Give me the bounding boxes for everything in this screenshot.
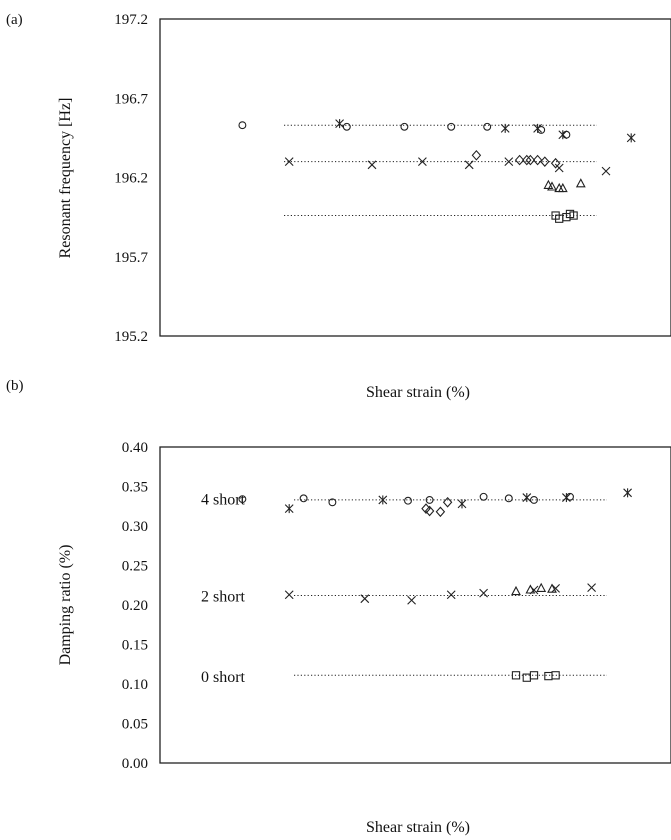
- panel-a-y-tick-label: 195.2: [114, 329, 148, 345]
- panel-a-y-axis-label: Resonant frequency [Hz]: [57, 98, 74, 259]
- panel-a-cross-marker: [464, 160, 474, 170]
- panel-b-square-marker: [529, 671, 539, 680]
- panel-b-diamond-marker: [435, 506, 446, 518]
- panel-a-diamond-marker: [540, 156, 550, 167]
- panel-a-circle-marker: [342, 122, 351, 131]
- panel-b-triangle-marker: [547, 583, 557, 593]
- panel-b-y-tick-label: 0.05: [122, 717, 148, 733]
- panel-b-cross-marker: [587, 583, 596, 593]
- panel-a-cross-marker: [284, 157, 294, 167]
- panel-b-group-labels: 4 short 2 short 0 short: [201, 491, 246, 686]
- panel-a-asterisk-marker: [500, 123, 510, 133]
- panel-a-y-ticks: 195.2 195.7 196.2 196.7 197.2: [114, 12, 148, 345]
- panel-a-triangle-marker: [557, 182, 568, 193]
- panel-b-group-label: 4 short: [201, 491, 246, 508]
- panel-b: (b) 0.00 0.05 0.10 0.15 0.20 0.25 0.30 0.35 0.40…: [6, 378, 671, 836]
- panel-b-cross-marker: [479, 588, 488, 598]
- panel-a-square-marker: [569, 211, 578, 220]
- panel-b-cross-marker: [446, 590, 456, 600]
- panel-b-asterisk-marker: [522, 493, 532, 503]
- panel-b-y-tick-label: 0.00: [122, 756, 148, 772]
- panel-b-y-tick-label: 0.15: [122, 638, 148, 654]
- panel-a-diamond-marker: [514, 154, 525, 166]
- panel-a-asterisk-marker: [335, 119, 344, 129]
- panel-b-circle-marker: [404, 496, 412, 505]
- panel-b-y-axis-label: Damping ratio (%): [57, 545, 74, 666]
- panel-b-asterisk-marker: [562, 493, 571, 503]
- panel-b-square-marker: [551, 671, 560, 680]
- panel-a-circle-marker: [400, 122, 409, 131]
- panel-a-circle-marker: [483, 122, 492, 131]
- panel-a-y-tick-label: 196.2: [114, 171, 148, 187]
- panel-a-cross-marker: [418, 157, 427, 167]
- panel-a-y-tick-label: 197.2: [114, 12, 148, 28]
- panel-a-circle-marker: [447, 122, 456, 131]
- panel-a-asterisk-marker: [533, 123, 542, 133]
- panel-a-triangle-marker: [575, 178, 586, 188]
- panel-b-y-tick-label: 0.35: [122, 480, 148, 496]
- panel-b-circle-marker: [238, 495, 247, 504]
- panel-a-diamond-marker: [522, 154, 532, 166]
- panel-b-circle-marker: [504, 494, 513, 503]
- panel-b-circle-marker: [299, 494, 308, 503]
- panel-b-plot-frame: [159, 446, 671, 764]
- panel-a-x-axis-label: Shear strain (%): [366, 384, 470, 401]
- panel-b-y-tick-label: 0.30: [122, 519, 148, 535]
- panel-b-circle-marker: [530, 495, 538, 504]
- panel-b-y-tick-label: 0.40: [122, 440, 148, 456]
- panel-a-cross-marker: [554, 163, 564, 173]
- panel-b-group-label: 0 short: [201, 669, 246, 686]
- panel-a-diamond-marker: [550, 157, 561, 169]
- panel-a-diamond-marker: [471, 149, 482, 161]
- panel-b-diamond-marker: [424, 505, 435, 517]
- panel-a-diamond-marker: [532, 154, 543, 166]
- panel-b-circle-marker: [328, 498, 337, 507]
- panel-b-square-marker: [544, 671, 553, 681]
- panel-a-label: (a): [6, 12, 23, 28]
- panel-b-cross-marker: [407, 595, 416, 605]
- panel-b-asterisk-marker: [457, 499, 467, 509]
- panel-a-y-tick-label: 196.7: [114, 91, 148, 107]
- panel-a-reference-lines: [284, 124, 597, 217]
- panel-b-triangle-marker: [525, 584, 536, 594]
- panel-b-markers: [238, 488, 632, 682]
- panel-b-square-marker: [511, 671, 521, 680]
- panel-b-cross-marker: [284, 590, 294, 600]
- panel-b-asterisk-marker: [378, 495, 388, 505]
- panel-b-y-ticks: 0.00 0.05 0.10 0.15 0.20 0.25 0.30 0.35 0.40: [122, 440, 148, 772]
- panel-a: (a) 195.2 195.7 196.2 196.7 197.2 Resonant f…: [6, 12, 671, 401]
- panel-b-diamond-marker: [442, 496, 453, 508]
- panel-a-y-tick-label: 195.7: [114, 250, 148, 266]
- panel-b-group-label: 2 short: [201, 589, 246, 606]
- panel-b-x-axis-label: Shear strain (%): [366, 819, 470, 836]
- panel-a-circle-marker: [562, 130, 571, 139]
- panel-b-circle-marker: [425, 495, 434, 504]
- panel-a-asterisk-marker: [626, 133, 636, 143]
- panel-a-plot-frame: [159, 18, 671, 337]
- panel-b-triangle-marker: [511, 585, 521, 596]
- panel-b-cross-marker: [360, 594, 370, 604]
- panel-a-diamond-marker: [525, 154, 536, 166]
- panel-a-triangle-marker: [547, 181, 557, 191]
- panel-b-reference-lines: [294, 499, 607, 676]
- panel-b-circle-marker: [479, 492, 488, 501]
- panel-a-cross-marker: [601, 166, 611, 176]
- panel-b-y-tick-label: 0.10: [122, 677, 148, 693]
- panel-a-markers: [238, 119, 636, 223]
- panel-b-asterisk-marker: [284, 504, 294, 514]
- panel-b-asterisk-marker: [623, 488, 632, 498]
- panel-b-y-tick-label: 0.20: [122, 598, 148, 614]
- panel-a-asterisk-marker: [558, 130, 568, 140]
- panel-b-y-tick-label: 0.25: [122, 559, 148, 575]
- panel-b-triangle-marker: [536, 582, 547, 592]
- panel-a-cross-marker: [367, 160, 377, 170]
- panel-a-cross-marker: [504, 157, 514, 167]
- panel-a-circle-marker: [238, 121, 247, 130]
- panel-b-label: (b): [6, 378, 24, 394]
